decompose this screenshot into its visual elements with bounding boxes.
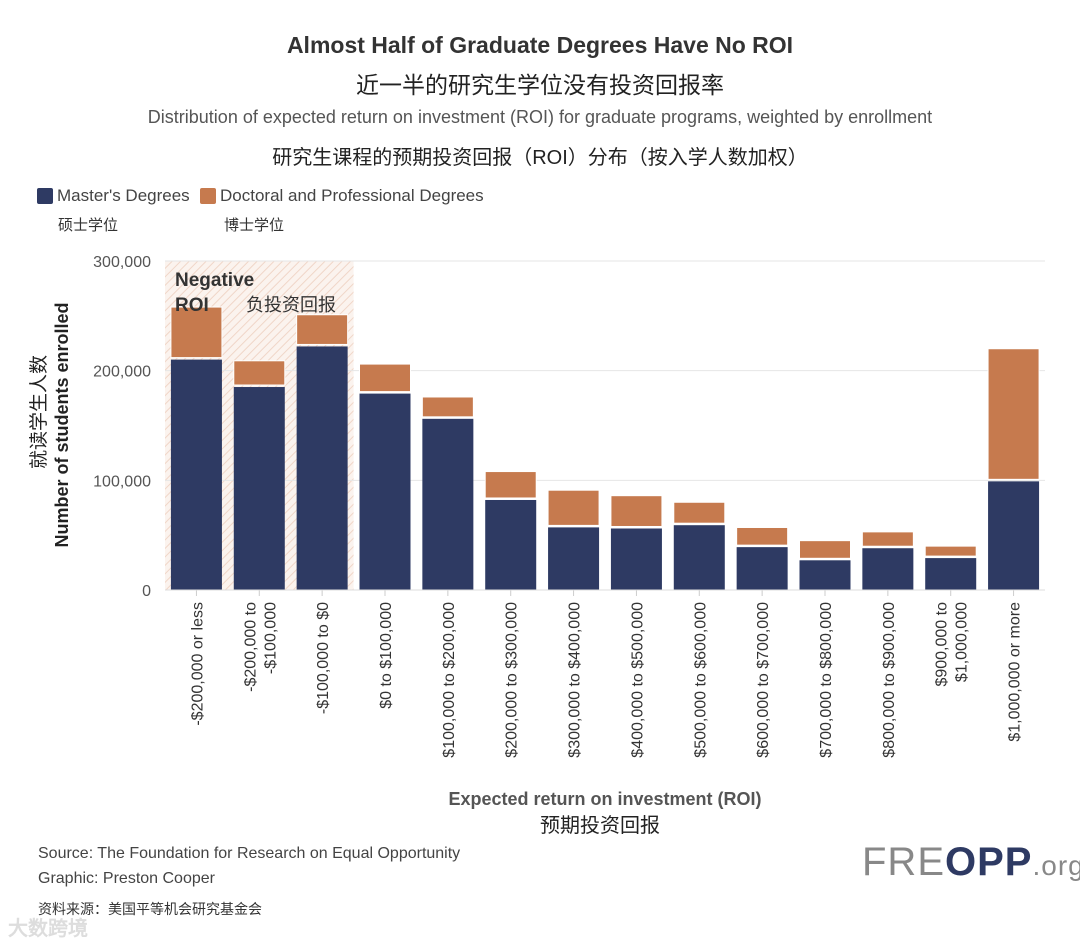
annotation-label: ROI bbox=[175, 295, 209, 316]
bar-masters bbox=[988, 481, 1040, 590]
bar-doctoral bbox=[673, 501, 726, 524]
x-tick-label: $200,000 to $300,000 bbox=[504, 602, 521, 758]
legend-swatch-masters bbox=[37, 188, 53, 204]
bar-masters bbox=[422, 418, 474, 590]
x-tick-label: $1,000,000 bbox=[954, 602, 971, 682]
bar-masters bbox=[673, 525, 725, 590]
bar-doctoral bbox=[547, 489, 600, 526]
x-tick-label: -$100,000 bbox=[262, 602, 279, 674]
bar-doctoral bbox=[170, 306, 223, 359]
bar-doctoral bbox=[924, 545, 977, 557]
freopp-logo: FREOPP.org bbox=[862, 840, 1080, 884]
bar-masters bbox=[925, 558, 977, 590]
y-tick-label: 0 bbox=[142, 583, 151, 600]
y-tick-label: 200,000 bbox=[93, 364, 151, 381]
chart-title-cn: 近一半的研究生学位没有投资回报率 bbox=[356, 72, 724, 98]
x-tick-label: -$200,000 to bbox=[242, 602, 259, 692]
bar-doctoral bbox=[736, 526, 789, 546]
bar-masters bbox=[485, 499, 537, 590]
chart-title: Almost Half of Graduate Degrees Have No … bbox=[286, 32, 794, 58]
bar-masters bbox=[170, 359, 222, 590]
x-axis-title-cn: 预期投资回报 bbox=[540, 814, 660, 837]
x-tick-label: $700,000 to $800,000 bbox=[818, 602, 835, 758]
bar-doctoral bbox=[421, 396, 474, 418]
legend-label: Master's Degrees bbox=[57, 186, 190, 205]
bar-doctoral bbox=[987, 348, 1040, 480]
annotation-label: Negative bbox=[175, 270, 254, 291]
x-tick-label: $800,000 to $900,000 bbox=[881, 602, 898, 758]
bar-doctoral bbox=[799, 540, 851, 559]
chart-subtitle: Distribution of expected return on inves… bbox=[147, 107, 933, 127]
legend-label-cn: 博士学位 bbox=[224, 217, 285, 234]
legend-label-cn: 硕士学位 bbox=[58, 217, 119, 234]
x-tick-label: $1,000,000 or more bbox=[1007, 602, 1024, 742]
bar-doctoral bbox=[296, 314, 349, 345]
bar-masters bbox=[296, 346, 348, 590]
watermark: 大数跨境 bbox=[8, 918, 88, 940]
x-tick-label: $400,000 to $500,000 bbox=[629, 602, 646, 758]
y-axis-title-cn: 就读学生人数 bbox=[28, 355, 50, 469]
bar-masters bbox=[359, 393, 411, 590]
bar-masters bbox=[799, 560, 851, 590]
x-tick-label: $100,000 to $200,000 bbox=[441, 602, 458, 758]
graphic-credit: Graphic: Preston Cooper bbox=[38, 870, 215, 887]
chart-subtitle-cn: 研究生课程的预期投资回报（ROI）分布（按入学人数加权） bbox=[272, 147, 808, 169]
bar-doctoral bbox=[861, 531, 914, 547]
x-tick-label: $300,000 to $400,000 bbox=[567, 602, 584, 758]
bar-doctoral bbox=[610, 495, 663, 527]
bar-masters bbox=[862, 548, 914, 590]
bar-doctoral bbox=[359, 363, 411, 393]
bar-masters bbox=[233, 387, 285, 590]
x-tick-label: -$200,000 or less bbox=[189, 602, 206, 726]
source-text: Source: The Foundation for Research on E… bbox=[38, 845, 461, 862]
annotation-label-cn: 负投资回报 bbox=[246, 295, 336, 315]
legend-item-masters: Master's Degrees bbox=[37, 186, 190, 206]
bar-masters bbox=[610, 528, 662, 590]
y-axis-title: Number of students enrolled bbox=[52, 302, 72, 547]
bar-doctoral bbox=[484, 471, 537, 499]
legend-swatch-doctoral bbox=[200, 188, 216, 204]
x-tick-label: -$100,000 to $0 bbox=[315, 602, 332, 714]
x-tick-label: $900,000 to bbox=[934, 602, 951, 687]
x-tick-label: $500,000 to $600,000 bbox=[692, 602, 709, 758]
bar-masters bbox=[548, 527, 600, 590]
bar-doctoral bbox=[233, 360, 286, 386]
source-text-cn: 资料来源：美国平等机会研究基金会 bbox=[38, 901, 262, 917]
bar-masters bbox=[736, 547, 788, 590]
y-tick-label: 100,000 bbox=[93, 473, 151, 490]
x-tick-label: $0 to $100,000 bbox=[378, 602, 395, 709]
y-tick-label: 300,000 bbox=[93, 254, 151, 271]
legend-item-doctoral: Doctoral and Professional Degrees bbox=[200, 186, 484, 206]
x-tick-label: $600,000 to $700,000 bbox=[755, 602, 772, 758]
legend-label: Doctoral and Professional Degrees bbox=[220, 186, 484, 205]
x-axis-title: Expected return on investment (ROI) bbox=[448, 789, 761, 809]
